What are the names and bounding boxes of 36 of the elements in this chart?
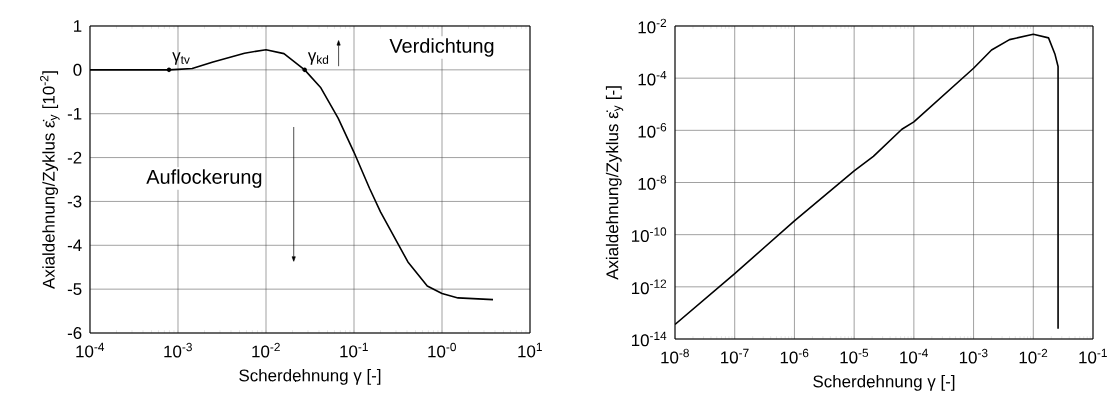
- x-axis-title: Scherdehnung γ [-]: [239, 369, 381, 385]
- x-tick-label: 10$^{-3}$: [959, 348, 988, 364]
- y-tick-label: 10$^{-10}$: [631, 227, 667, 243]
- x-axis-title: Scherdehnung γ [-]: [813, 375, 955, 391]
- x-tick-label: 10$^{-4}$: [900, 348, 928, 364]
- y-tick-label: 10$^{-2}$: [638, 18, 667, 34]
- y-tick-label: 0: [73, 63, 82, 76]
- x-tick-label: 10$^{-8}$: [661, 348, 689, 364]
- y-tick-label: 10$^{-12}$: [631, 279, 667, 295]
- x-tick-label: 10$^{-1}$: [1079, 348, 1107, 364]
- x-tick-label: 10$^{-2}$: [252, 342, 280, 358]
- x-tick-label: 10$^{-1}$: [340, 342, 368, 358]
- x-tick-label: 10$^{-0}$: [428, 342, 456, 358]
- y-tick-label: 10$^{-8}$: [638, 175, 667, 190]
- y-tick-label: -2: [67, 151, 82, 164]
- y-tick-label: -3: [67, 195, 82, 208]
- y-tick-label: -6: [67, 327, 82, 339]
- y-tick-label: 10$^{-6}$: [638, 122, 667, 138]
- annotation: γ$_{tv}$: [172, 52, 190, 65]
- x-tick-label: 10$^{-5}$: [840, 348, 869, 364]
- y-tick-label: -5: [67, 283, 82, 296]
- annotation: Verdichtung: [389, 38, 494, 57]
- x-tick-label: 10$^{-3}$: [164, 342, 192, 358]
- x-tick-label: 10$^{-7}$: [721, 348, 749, 364]
- x-tick-label: 10$^{-6}$: [780, 348, 809, 364]
- y-tick-label: 10$^{-4}$: [638, 70, 667, 86]
- x-tick-label: 10$^{-2}$: [1019, 348, 1048, 364]
- y-tick-label: -1: [67, 107, 82, 120]
- y-tick-label: -4: [67, 239, 82, 252]
- y-axis-title: Axialdehnung/Zyklus ε̇$_{y}$ [-]: [605, 86, 624, 280]
- annotation: γ$_{kd}$: [307, 52, 329, 65]
- y-tick-label: 10$^{-14}$: [631, 331, 667, 347]
- x-tick-label: 10$^{1}$: [518, 342, 542, 358]
- annotation: Auflockerung: [146, 169, 262, 188]
- y-tick-label: 1: [74, 20, 82, 32]
- y-axis-title: Axialdehnung/Zyklus ε̇$_{y}$ [10$^{-2}$]: [40, 71, 60, 289]
